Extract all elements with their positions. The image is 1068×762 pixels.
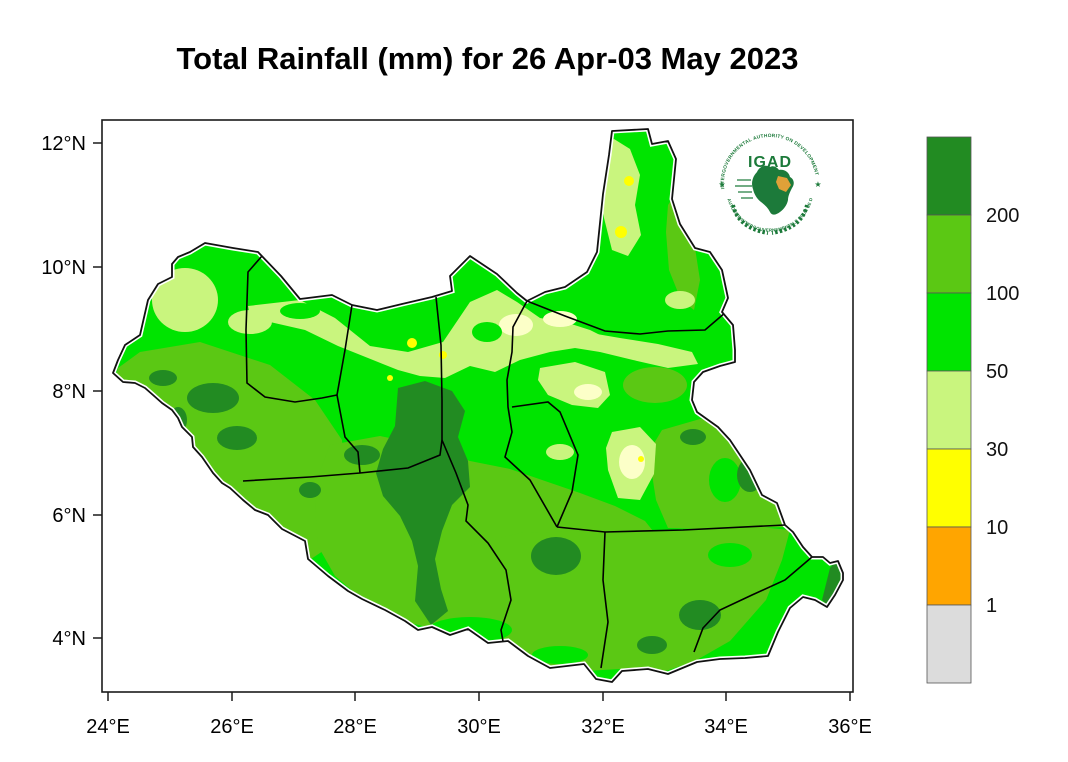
x-axis-labels: 24°E 26°E 28°E 30°E 32°E 34°E 36°E	[86, 716, 872, 738]
logo-laurel-icon	[731, 204, 809, 235]
colorbar-segment	[926, 214, 972, 294]
plot-frame	[101, 119, 854, 693]
colorbar: 200 100 50 30 10 1	[926, 136, 1019, 684]
x-tick-label: 24°E	[86, 716, 130, 738]
x-tick-label: 36°E	[828, 716, 872, 738]
y-tick-label: 10°N	[41, 257, 86, 279]
logo-star-left-icon: ★	[718, 180, 725, 189]
colorbar-segment	[926, 292, 972, 372]
colorbar-segment	[926, 136, 972, 216]
y-tick-label: 8°N	[52, 381, 86, 403]
y-axis	[93, 142, 102, 639]
y-axis-labels: 12°N 10°N 8°N 6°N 4°N	[41, 133, 86, 650]
logo-speed-lines-icon	[735, 179, 753, 199]
colorbar-label: 100	[986, 283, 1019, 305]
colorbar-label: 200	[986, 205, 1019, 227]
x-tick-label: 28°E	[333, 716, 377, 738]
y-tick-label: 6°N	[52, 505, 86, 527]
colorbar-segment	[926, 526, 972, 606]
colorbar-segment	[926, 370, 972, 450]
colorbar-segment	[926, 604, 972, 684]
logo-horn-region-icon	[776, 176, 791, 192]
logo-star-right-icon: ★	[814, 180, 821, 189]
logo-acronym: IGAD	[748, 154, 792, 171]
colorbar-label: 10	[986, 517, 1008, 539]
colorbar-label: 50	[986, 361, 1008, 383]
country-outline	[112, 128, 844, 683]
colorbar-segment	[926, 448, 972, 528]
x-tick-label: 34°E	[704, 716, 748, 738]
y-tick-label: 12°N	[41, 133, 86, 155]
x-tick-label: 30°E	[457, 716, 501, 738]
colorbar-label: 30	[986, 439, 1008, 461]
x-tick-label: 26°E	[210, 716, 254, 738]
logo-ring-text-bottom: AUTORITE INTERGOUVERNEMENTALE POUR LE DE…	[0, 0, 814, 233]
igad-logo: INTERGOVERNMENTAL AUTHORITY ON DEVELOPME…	[0, 0, 825, 238]
x-axis	[107, 692, 851, 701]
colorbar-label: 1	[986, 595, 997, 617]
x-tick-label: 32°E	[581, 716, 625, 738]
state-boundaries	[242, 255, 813, 669]
page-title: Total Rainfall (mm) for 26 Apr-03 May 20…	[176, 41, 799, 76]
y-tick-label: 4°N	[52, 628, 86, 650]
